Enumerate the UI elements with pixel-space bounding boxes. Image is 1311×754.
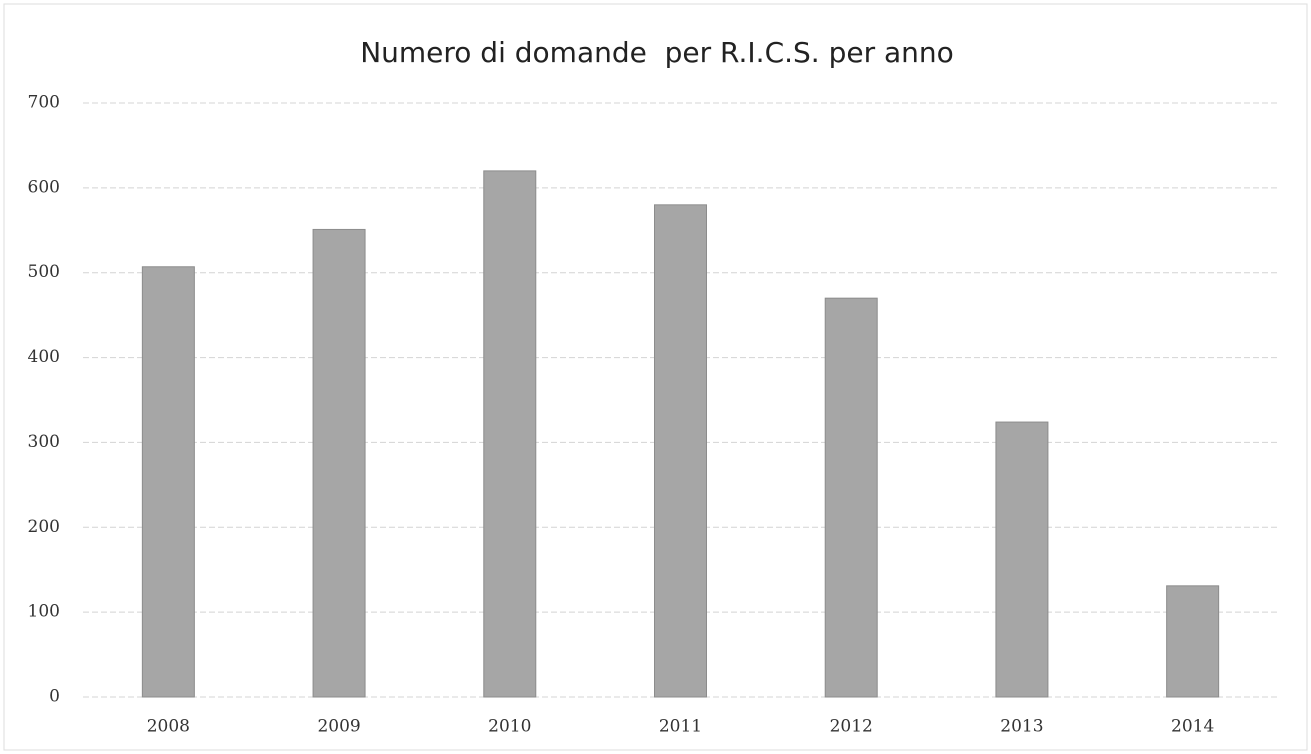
y-tick-label: 600 [28,177,60,197]
x-tick-label: 2008 [147,717,190,737]
x-tick-label: 2012 [830,717,873,737]
chart-title: Numero di domande per R.I.C.S. per anno [360,36,954,69]
y-tick-label: 500 [28,262,60,282]
bar [654,204,707,698]
y-tick-label: 200 [28,517,60,537]
x-tick-label: 2009 [317,717,360,737]
bar [824,297,878,698]
bar [141,266,195,698]
x-tick-label: 2014 [1171,717,1214,737]
bar [1166,585,1220,698]
x-tick-label: 2011 [659,717,702,737]
x-tick-label: 2010 [488,717,531,737]
y-tick-label: 700 [28,93,60,113]
y-tick-label: 400 [28,347,60,367]
y-tick-label: 0 [49,687,60,707]
y-tick-label: 100 [28,602,60,622]
bar [995,421,1049,698]
bar [312,228,366,698]
x-tick-label: 2013 [1000,717,1043,737]
y-tick-label: 300 [28,432,60,452]
bar [483,170,537,698]
